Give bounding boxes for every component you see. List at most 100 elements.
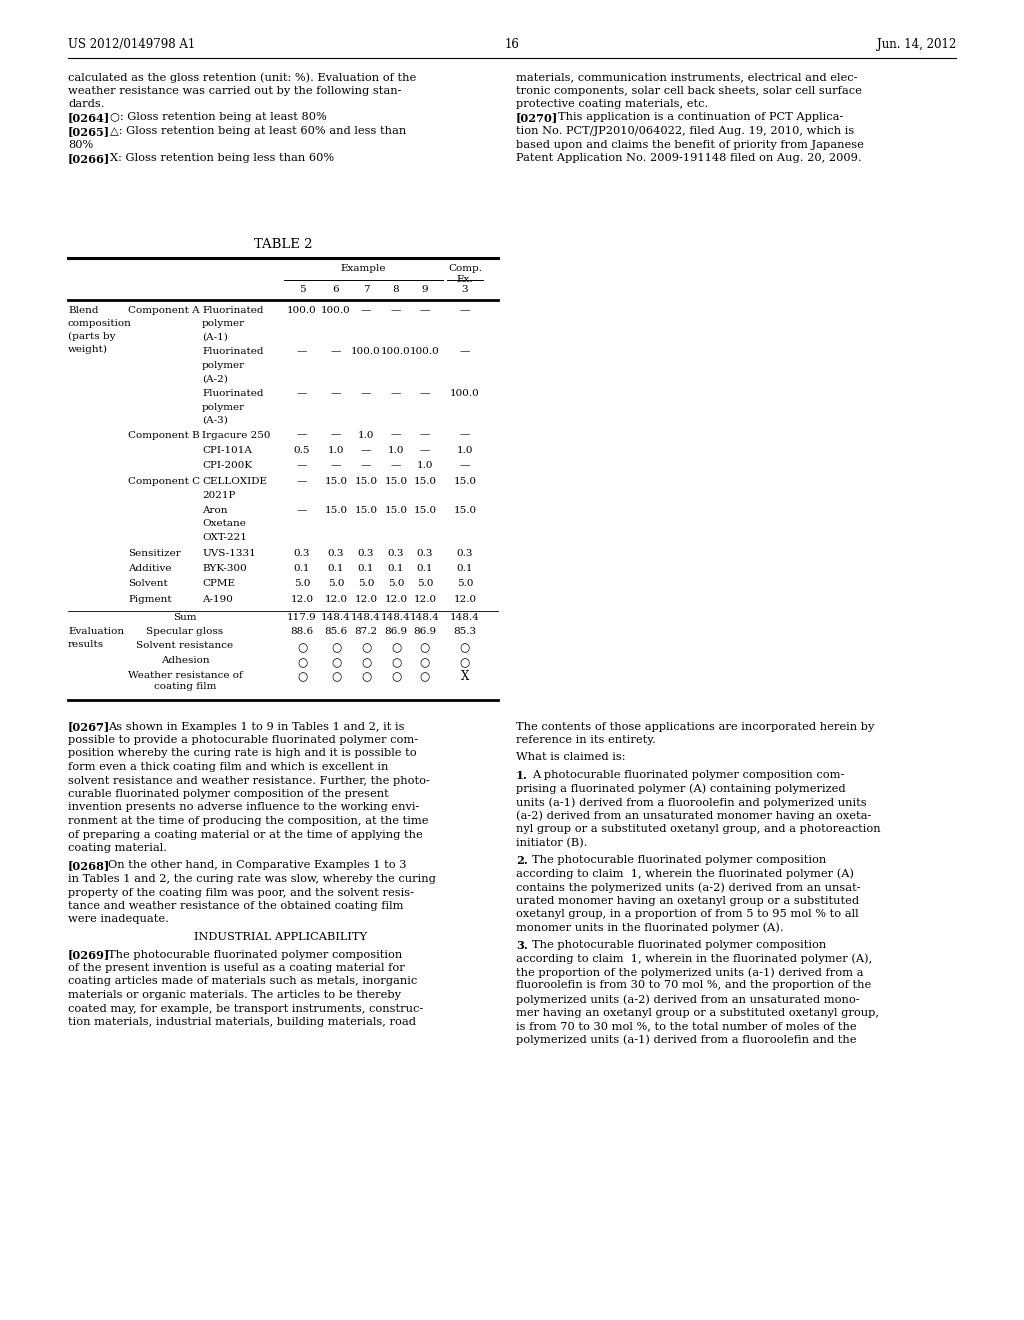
- Text: Weather resistance of: Weather resistance of: [128, 671, 243, 680]
- Text: Example: Example: [341, 264, 386, 273]
- Text: 15.0: 15.0: [454, 477, 476, 486]
- Text: This application is a continuation of PCT Applica-: This application is a continuation of PC…: [558, 112, 844, 123]
- Text: 5.0: 5.0: [417, 579, 433, 589]
- Text: of the present invention is useful as a coating material for: of the present invention is useful as a …: [68, 964, 404, 973]
- Text: weather resistance was carried out by the following stan-: weather resistance was carried out by th…: [68, 86, 401, 95]
- Text: X: X: [461, 671, 469, 684]
- Text: Comp.: Comp.: [449, 264, 482, 273]
- Text: 15.0: 15.0: [325, 506, 347, 515]
- Text: —: —: [331, 347, 341, 356]
- Text: 100.0: 100.0: [287, 306, 316, 315]
- Text: oxetanyl group, in a proportion of from 5 to 95 mol % to all: oxetanyl group, in a proportion of from …: [516, 909, 859, 919]
- Text: 1.0: 1.0: [388, 446, 404, 455]
- Text: —: —: [460, 430, 470, 440]
- Text: ○: ○: [360, 656, 371, 669]
- Text: polymer: polymer: [202, 360, 245, 370]
- Text: Pigment: Pigment: [128, 595, 172, 605]
- Text: △: Gloss retention being at least 60% and less than: △: Gloss retention being at least 60% an…: [110, 125, 407, 136]
- Text: based upon and claims the benefit of priority from Japanese: based upon and claims the benefit of pri…: [516, 140, 864, 149]
- Text: [0269]: [0269]: [68, 949, 111, 961]
- Text: 85.6: 85.6: [325, 627, 347, 636]
- Text: A photocurable fluorinated polymer composition com-: A photocurable fluorinated polymer compo…: [532, 770, 845, 780]
- Text: 0.1: 0.1: [388, 564, 404, 573]
- Text: [0268]: [0268]: [68, 861, 111, 871]
- Text: (parts by: (parts by: [68, 333, 116, 341]
- Text: —: —: [331, 462, 341, 470]
- Text: polymerized units (a-2) derived from an unsaturated mono-: polymerized units (a-2) derived from an …: [516, 994, 859, 1005]
- Text: tronic components, solar cell back sheets, solar cell surface: tronic components, solar cell back sheet…: [516, 86, 862, 95]
- Text: 1.0: 1.0: [417, 462, 433, 470]
- Text: ○: ○: [297, 656, 307, 669]
- Text: property of the coating film was poor, and the solvent resis-: property of the coating film was poor, a…: [68, 887, 414, 898]
- Text: reference in its entirety.: reference in its entirety.: [516, 735, 656, 744]
- Text: 5.0: 5.0: [328, 579, 344, 589]
- Text: Oxetane: Oxetane: [202, 520, 246, 528]
- Text: polymer: polymer: [202, 403, 245, 412]
- Text: tion No. PCT/JP2010/064022, filed Aug. 19, 2010, which is: tion No. PCT/JP2010/064022, filed Aug. 1…: [516, 125, 854, 136]
- Text: 8: 8: [392, 285, 399, 294]
- Text: 2.: 2.: [516, 855, 527, 866]
- Text: (A-1): (A-1): [202, 333, 228, 342]
- Text: 5: 5: [299, 285, 305, 294]
- Text: 148.4: 148.4: [451, 612, 480, 622]
- Text: nyl group or a substituted oxetanyl group, and a photoreaction: nyl group or a substituted oxetanyl grou…: [516, 824, 881, 834]
- Text: possible to provide a photocurable fluorinated polymer com-: possible to provide a photocurable fluor…: [68, 735, 418, 744]
- Text: Specular gloss: Specular gloss: [146, 627, 223, 636]
- Text: —: —: [297, 462, 307, 470]
- Text: 0.3: 0.3: [417, 549, 433, 557]
- Text: tance and weather resistance of the obtained coating film: tance and weather resistance of the obta…: [68, 902, 403, 911]
- Text: mer having an oxetanyl group or a substituted oxetanyl group,: mer having an oxetanyl group or a substi…: [516, 1007, 879, 1018]
- Text: —: —: [420, 306, 430, 315]
- Text: The photocurable fluorinated polymer composition: The photocurable fluorinated polymer com…: [532, 940, 826, 950]
- Text: according to claim  1, wherein the fluorinated polymer (A): according to claim 1, wherein the fluori…: [516, 869, 854, 879]
- Text: ○: ○: [360, 671, 371, 684]
- Text: —: —: [360, 446, 371, 455]
- Text: polymerized units (a-1) derived from a fluoroolefin and the: polymerized units (a-1) derived from a f…: [516, 1035, 856, 1045]
- Text: Fluorinated: Fluorinated: [202, 306, 263, 315]
- Text: were inadequate.: were inadequate.: [68, 915, 169, 924]
- Text: monomer units in the fluorinated polymer (A).: monomer units in the fluorinated polymer…: [516, 923, 783, 933]
- Text: Sensitizer: Sensitizer: [128, 549, 181, 557]
- Text: Jun. 14, 2012: Jun. 14, 2012: [877, 38, 956, 51]
- Text: 12.0: 12.0: [354, 595, 378, 605]
- Text: Fluorinated: Fluorinated: [202, 389, 263, 399]
- Text: ○: ○: [391, 671, 401, 684]
- Text: UVS-1331: UVS-1331: [202, 549, 256, 557]
- Text: 0.1: 0.1: [457, 564, 473, 573]
- Text: Component B: Component B: [128, 430, 200, 440]
- Text: —: —: [391, 389, 401, 399]
- Text: 15.0: 15.0: [414, 506, 436, 515]
- Text: Solvent resistance: Solvent resistance: [136, 642, 233, 651]
- Text: ○: ○: [297, 671, 307, 684]
- Text: 5.0: 5.0: [294, 579, 310, 589]
- Text: 148.4: 148.4: [381, 612, 411, 622]
- Text: 100.0: 100.0: [322, 306, 351, 315]
- Text: coated may, for example, be transport instruments, construc-: coated may, for example, be transport in…: [68, 1003, 423, 1014]
- Text: (A-2): (A-2): [202, 375, 228, 384]
- Text: (a-2) derived from an unsaturated monomer having an oxeta-: (a-2) derived from an unsaturated monome…: [516, 810, 871, 821]
- Text: 12.0: 12.0: [384, 595, 408, 605]
- Text: Irgacure 250: Irgacure 250: [202, 430, 270, 440]
- Text: 3: 3: [462, 285, 468, 294]
- Text: 86.9: 86.9: [414, 627, 436, 636]
- Text: of preparing a coating material or at the time of applying the: of preparing a coating material or at th…: [68, 829, 423, 840]
- Text: 12.0: 12.0: [454, 595, 476, 605]
- Text: —: —: [391, 462, 401, 470]
- Text: weight): weight): [68, 345, 108, 354]
- Text: Component C: Component C: [128, 477, 200, 486]
- Text: US 2012/0149798 A1: US 2012/0149798 A1: [68, 38, 196, 51]
- Text: —: —: [297, 347, 307, 356]
- Text: 117.9: 117.9: [287, 612, 316, 622]
- Text: —: —: [420, 430, 430, 440]
- Text: 7: 7: [362, 285, 370, 294]
- Text: position whereby the curing rate is high and it is possible to: position whereby the curing rate is high…: [68, 748, 417, 759]
- Text: —: —: [420, 389, 430, 399]
- Text: 12.0: 12.0: [414, 595, 436, 605]
- Text: ○: ○: [331, 671, 341, 684]
- Text: —: —: [460, 347, 470, 356]
- Text: Additive: Additive: [128, 564, 171, 573]
- Text: 85.3: 85.3: [454, 627, 476, 636]
- Text: 5.0: 5.0: [457, 579, 473, 589]
- Text: 0.1: 0.1: [417, 564, 433, 573]
- Text: coating material.: coating material.: [68, 843, 167, 853]
